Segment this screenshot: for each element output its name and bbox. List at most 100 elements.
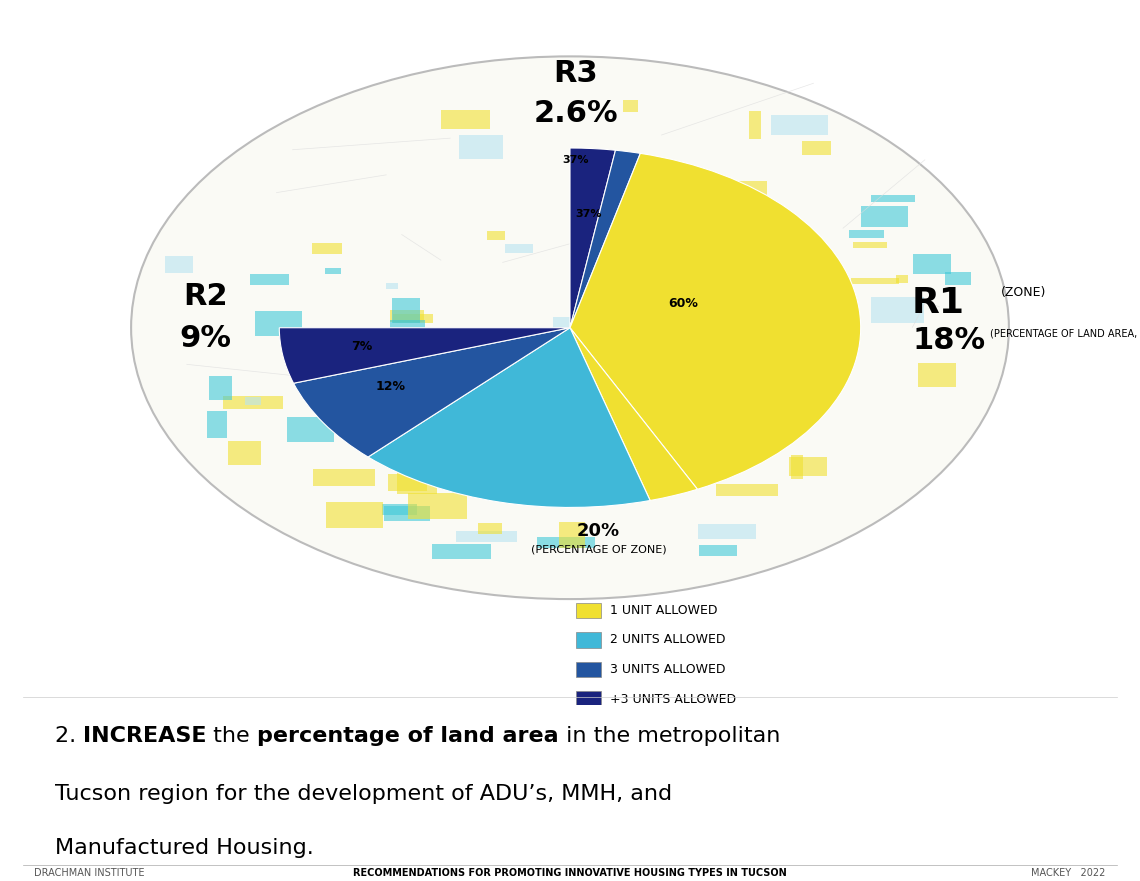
- Text: R2: R2: [182, 282, 228, 310]
- Bar: [456, 531, 518, 543]
- Bar: [651, 358, 675, 372]
- Text: (ZONE): (ZONE): [1001, 286, 1047, 299]
- Bar: [576, 603, 601, 618]
- Bar: [478, 522, 502, 534]
- Bar: [441, 110, 490, 130]
- Bar: [853, 241, 887, 248]
- Bar: [505, 244, 532, 253]
- Bar: [716, 485, 779, 496]
- Bar: [576, 692, 601, 707]
- Bar: [388, 355, 413, 374]
- Bar: [228, 441, 261, 465]
- Bar: [560, 522, 585, 548]
- Bar: [245, 396, 261, 404]
- Bar: [557, 403, 610, 415]
- Text: the: the: [206, 726, 258, 746]
- Text: DRACHMAN INSTITUTE: DRACHMAN INSTITUTE: [34, 869, 145, 878]
- Text: Tucson region for the development of ADU’s, MMH, and: Tucson region for the development of ADU…: [55, 784, 671, 804]
- Bar: [255, 312, 302, 337]
- Bar: [861, 206, 909, 227]
- Bar: [693, 289, 709, 303]
- Text: percentage of land area: percentage of land area: [258, 726, 559, 746]
- Bar: [408, 493, 467, 519]
- Bar: [537, 537, 595, 548]
- Bar: [749, 111, 760, 139]
- Bar: [412, 366, 437, 391]
- Bar: [622, 100, 638, 113]
- Wedge shape: [368, 328, 650, 507]
- Bar: [913, 254, 952, 274]
- Bar: [661, 263, 700, 270]
- Bar: [393, 314, 433, 323]
- Text: +3 UNITS ALLOWED: +3 UNITS ALLOWED: [610, 692, 736, 706]
- Text: 7%: 7%: [351, 339, 372, 352]
- Bar: [624, 189, 637, 218]
- Wedge shape: [279, 328, 570, 383]
- Bar: [699, 545, 736, 556]
- Text: (PERCENTAGE OF ZONE): (PERCENTAGE OF ZONE): [531, 544, 666, 554]
- Text: 2.: 2.: [55, 726, 83, 746]
- Wedge shape: [570, 153, 861, 489]
- Bar: [385, 283, 399, 289]
- Bar: [663, 244, 719, 255]
- Bar: [459, 135, 503, 159]
- Text: RECOMMENDATIONS FOR PROMOTING INNOVATIVE HOUSING TYPES IN TUCSON: RECOMMENDATIONS FOR PROMOTING INNOVATIVE…: [353, 869, 787, 878]
- Text: 37%: 37%: [576, 209, 602, 218]
- Text: Manufactured Housing.: Manufactured Housing.: [55, 839, 314, 858]
- Bar: [733, 256, 790, 272]
- Bar: [789, 456, 826, 476]
- Bar: [326, 502, 383, 529]
- Bar: [223, 396, 283, 409]
- Bar: [576, 633, 601, 648]
- Text: R1: R1: [912, 286, 964, 320]
- Circle shape: [131, 56, 1009, 599]
- Text: 1 UNIT ALLOWED: 1 UNIT ALLOWED: [610, 603, 717, 617]
- Text: 2 UNITS ALLOWED: 2 UNITS ALLOWED: [610, 633, 725, 647]
- Bar: [531, 471, 564, 485]
- Text: 9%: 9%: [179, 324, 231, 352]
- Bar: [803, 141, 831, 155]
- Bar: [771, 115, 828, 135]
- Bar: [553, 317, 605, 337]
- Text: 12%: 12%: [376, 381, 406, 393]
- Bar: [432, 544, 491, 559]
- Bar: [388, 474, 426, 491]
- Bar: [487, 232, 505, 240]
- Text: 3 UNITS ALLOWED: 3 UNITS ALLOWED: [610, 663, 725, 676]
- Bar: [382, 505, 417, 515]
- Bar: [666, 399, 681, 412]
- Bar: [312, 469, 375, 486]
- Bar: [791, 455, 803, 478]
- Bar: [392, 299, 420, 322]
- Bar: [871, 195, 915, 203]
- Bar: [742, 447, 767, 453]
- Text: 2.6%: 2.6%: [534, 100, 618, 129]
- Bar: [384, 506, 430, 521]
- Bar: [945, 272, 971, 285]
- Bar: [896, 275, 909, 283]
- Bar: [725, 181, 767, 207]
- Text: in the metropolitan: in the metropolitan: [559, 726, 780, 746]
- Wedge shape: [570, 151, 641, 328]
- Wedge shape: [570, 328, 698, 500]
- Bar: [398, 467, 438, 493]
- Text: INCREASE: INCREASE: [83, 726, 206, 746]
- Bar: [207, 411, 227, 438]
- Bar: [733, 438, 762, 460]
- Bar: [871, 297, 923, 322]
- Bar: [698, 523, 756, 539]
- Text: 20%: 20%: [577, 522, 620, 539]
- Bar: [848, 230, 885, 238]
- Bar: [852, 278, 899, 285]
- Bar: [325, 268, 341, 275]
- Wedge shape: [293, 328, 570, 457]
- Bar: [390, 310, 424, 322]
- Bar: [250, 275, 288, 285]
- Text: R3: R3: [553, 59, 598, 88]
- Text: 18%: 18%: [912, 326, 985, 355]
- Wedge shape: [570, 148, 616, 328]
- Text: MACKEY   2022: MACKEY 2022: [1032, 869, 1106, 878]
- Bar: [287, 418, 334, 442]
- Bar: [391, 321, 425, 348]
- Bar: [703, 305, 738, 322]
